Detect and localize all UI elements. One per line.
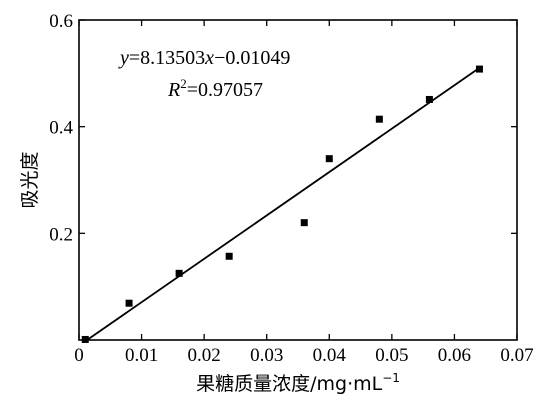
equation-part-1: =8.13503 — [129, 47, 205, 69]
equation-x-var: x — [204, 47, 214, 69]
data-point — [425, 95, 433, 103]
equation-y-var: y — [118, 47, 129, 69]
fit-line — [84, 67, 480, 342]
y-tick-label: 0.2 — [49, 224, 73, 245]
equation-part-2: −0.01049 — [214, 47, 290, 69]
data-point — [225, 252, 233, 260]
r-squared-var: R — [167, 79, 180, 101]
y-tick-label: 0.4 — [49, 118, 73, 139]
x-tick-label: 0.01 — [125, 345, 158, 366]
x-tick-label: 0.04 — [313, 345, 347, 366]
data-point — [300, 219, 308, 227]
fit-layer — [84, 67, 480, 342]
x-tick-label: 0 — [74, 345, 84, 366]
x-axis-title-text: 果糖质量浓度/mg·mL — [196, 373, 383, 395]
data-point — [325, 155, 333, 163]
equation-annotation: y=8.13503x−0.01049 — [118, 47, 290, 69]
data-point — [475, 65, 483, 73]
data-point — [175, 269, 183, 277]
x-tick-label: 0.06 — [438, 345, 471, 366]
r-squared-sup: 2 — [180, 76, 187, 91]
x-tick-label: 0.02 — [188, 345, 221, 366]
x-tick-label: 0.05 — [375, 345, 408, 366]
ticks-layer: 0 0.01 0.02 0.03 0.04 0.05 0.06 0.07 0.2 0.4 0.6 — [49, 11, 533, 366]
y-tick-label: 0.6 — [49, 11, 73, 32]
plot-frame — [78, 19, 518, 341]
x-axis-title: 果糖质量浓度/mg·mL−1 — [196, 371, 400, 395]
x-axis-title-sup: −1 — [382, 371, 400, 385]
y-axis-title: 吸光度 — [19, 151, 41, 208]
x-tick-label: 0.03 — [250, 345, 283, 366]
x-tick-label: 0.07 — [500, 345, 533, 366]
r-squared-value: =0.97057 — [187, 79, 263, 101]
data-point — [125, 299, 133, 307]
r-squared-annotation: R2=0.97057 — [167, 76, 263, 101]
data-point — [375, 115, 383, 123]
